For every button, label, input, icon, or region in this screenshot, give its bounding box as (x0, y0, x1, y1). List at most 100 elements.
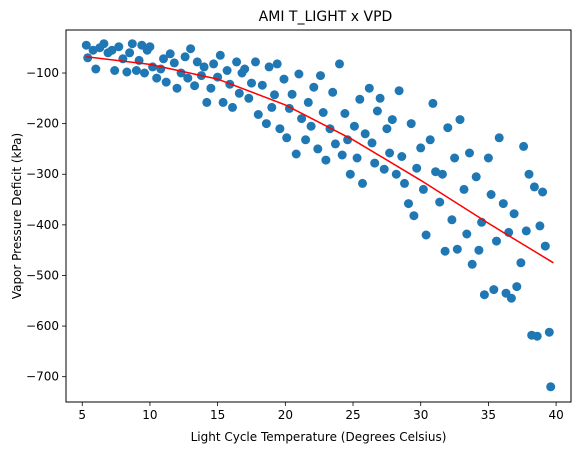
data-point (83, 53, 93, 63)
data-point (186, 44, 196, 54)
data-point (532, 331, 542, 341)
x-tick-label: 5 (78, 408, 86, 422)
data-point (459, 184, 469, 194)
data-point (486, 190, 496, 199)
data-point (418, 184, 428, 194)
x-tick-label: 25 (345, 408, 360, 422)
data-point (489, 285, 499, 295)
data-point (279, 74, 289, 84)
data-point (431, 167, 441, 177)
data-point (122, 67, 132, 77)
data-point (416, 143, 426, 153)
data-point (161, 77, 171, 87)
data-point (272, 59, 282, 69)
data-point (127, 39, 137, 49)
data-point (215, 50, 225, 60)
data-point (471, 172, 481, 182)
data-point (337, 150, 347, 160)
data-point (270, 90, 279, 100)
data-point (409, 211, 419, 221)
data-point (165, 49, 175, 59)
data-point (479, 290, 489, 300)
data-point (264, 62, 274, 72)
data-point (521, 226, 531, 236)
x-tick-label: 10 (142, 408, 157, 422)
data-point (114, 42, 124, 52)
data-point (202, 97, 212, 107)
data-point (316, 71, 325, 81)
data-point (192, 57, 202, 67)
data-point (400, 178, 409, 188)
data-point (345, 169, 355, 179)
data-point (506, 293, 516, 303)
data-point (145, 42, 155, 52)
data-point (524, 169, 534, 179)
data-point (287, 89, 297, 99)
plot-frame (65, 29, 572, 403)
data-point (406, 119, 416, 129)
data-point (303, 97, 313, 107)
chart-title: AMI T_LIGHT x VPD (259, 9, 393, 25)
data-point (301, 135, 311, 145)
data-point (425, 135, 435, 145)
data-point (131, 66, 141, 75)
data-point (222, 66, 232, 75)
data-point (282, 133, 292, 143)
data-point (244, 93, 254, 103)
data-point (519, 141, 529, 151)
data-point (240, 64, 250, 74)
data-point (412, 163, 422, 173)
data-point (375, 93, 385, 103)
data-point (452, 244, 462, 254)
data-point (462, 229, 472, 239)
data-point (125, 48, 135, 58)
data-point (206, 83, 216, 93)
data-point (257, 80, 267, 90)
data-point (440, 246, 450, 256)
data-point (360, 129, 370, 139)
data-point (535, 221, 545, 231)
data-point (190, 81, 200, 91)
y-tick-label: −300 (26, 167, 59, 181)
data-point (421, 230, 431, 240)
y-tick-label: −100 (26, 66, 59, 80)
data-point (267, 102, 277, 112)
data-point (209, 59, 219, 69)
data-point (159, 54, 168, 64)
data-point (370, 158, 380, 168)
data-point (512, 282, 522, 292)
data-point (382, 124, 392, 134)
data-point (99, 39, 109, 49)
data-point (107, 45, 117, 55)
data-point (183, 73, 193, 83)
x-tick-label: 30 (413, 408, 428, 422)
data-point (492, 236, 501, 246)
data-point (180, 52, 190, 62)
data-point (455, 115, 465, 125)
data-point (498, 199, 508, 209)
data-point (234, 88, 244, 98)
data-point (330, 139, 340, 149)
data-point (140, 68, 149, 78)
data-point (340, 109, 350, 118)
data-point (540, 241, 550, 251)
data-point (352, 153, 362, 163)
data-point (199, 62, 209, 72)
data-point (253, 110, 263, 119)
data-point (385, 148, 395, 158)
data-point (81, 40, 91, 50)
data-point (483, 153, 493, 163)
data-point (404, 199, 413, 209)
data-point (443, 123, 453, 133)
data-point (251, 57, 260, 67)
y-tick-label: −500 (26, 268, 59, 282)
data-point (318, 108, 328, 117)
x-tick-label: 35 (481, 408, 496, 422)
data-point (544, 327, 554, 337)
y-axis-label: Vapor Pressure Deficit (kPa) (10, 133, 24, 299)
x-tick-label: 20 (278, 408, 293, 422)
data-point (379, 164, 389, 174)
data-point (474, 245, 484, 255)
data-point (529, 182, 539, 192)
